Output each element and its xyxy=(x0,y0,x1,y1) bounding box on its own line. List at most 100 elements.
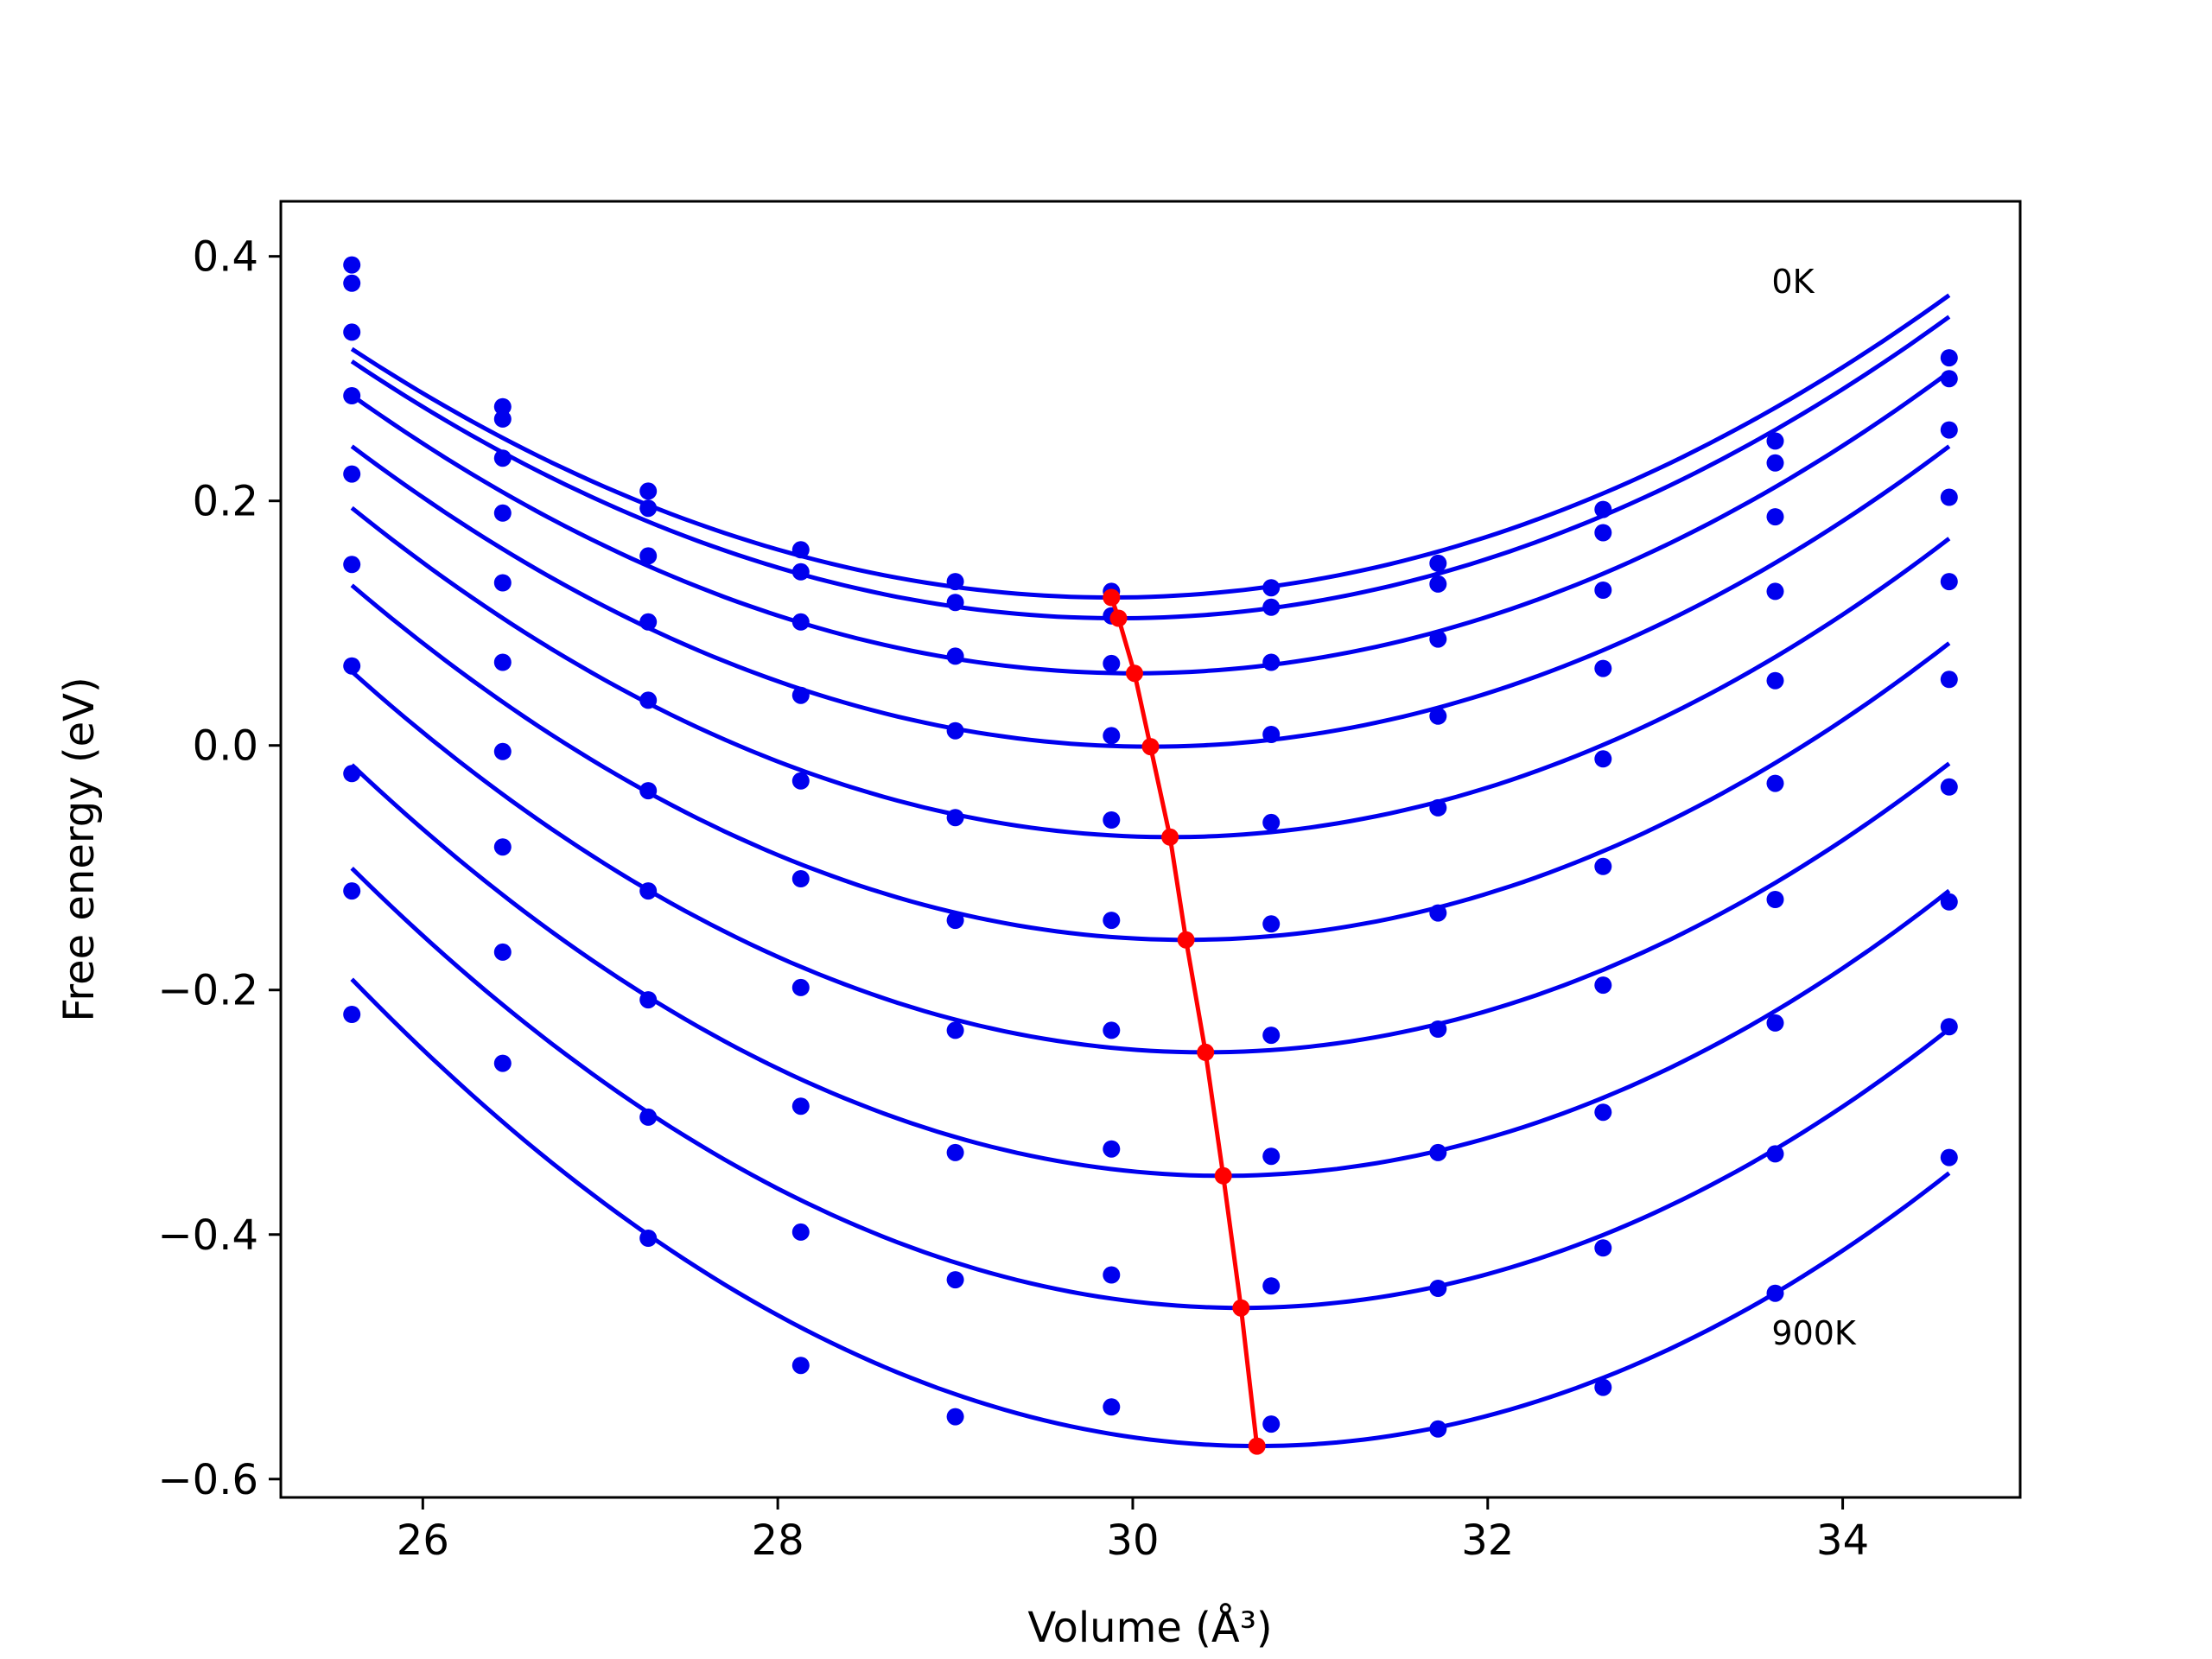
data-point xyxy=(1429,904,1447,922)
data-point xyxy=(1262,1277,1281,1295)
temperature-annotation: 900K xyxy=(1771,1314,1857,1352)
x-tick-label: 30 xyxy=(1106,1516,1159,1565)
data-point xyxy=(1429,575,1447,593)
data-point xyxy=(1103,1021,1121,1039)
fit-curve xyxy=(350,505,1951,840)
minimum-point xyxy=(1126,664,1143,683)
data-point xyxy=(1103,727,1121,745)
fit-curve xyxy=(350,867,1951,1311)
data-point xyxy=(343,323,361,341)
data-point xyxy=(1429,554,1447,572)
minimum-point xyxy=(1103,588,1121,607)
fit-curve xyxy=(350,977,1951,1449)
data-point xyxy=(639,882,658,900)
data-point xyxy=(1103,811,1121,829)
data-point xyxy=(493,838,512,856)
temperature-annotation: 0K xyxy=(1771,263,1815,301)
data-point xyxy=(791,870,810,887)
data-point xyxy=(639,782,658,800)
data-point xyxy=(946,594,964,612)
fit-curve xyxy=(350,293,1951,601)
data-point xyxy=(639,691,658,709)
fit-curve xyxy=(350,583,1951,943)
axes-frame xyxy=(279,200,2022,1499)
data-point xyxy=(1940,573,1958,591)
data-point xyxy=(639,1108,658,1126)
data-point xyxy=(1766,1284,1784,1302)
minimum-point xyxy=(1161,828,1179,846)
data-point xyxy=(343,657,361,675)
data-point xyxy=(639,482,658,500)
data-point xyxy=(1766,454,1784,472)
data-point xyxy=(1940,671,1958,689)
data-point xyxy=(493,742,512,760)
data-point xyxy=(791,978,810,996)
minimum-point xyxy=(1248,1437,1266,1455)
data-point xyxy=(1766,671,1784,690)
data-point xyxy=(791,1223,810,1241)
data-point xyxy=(946,721,964,740)
data-point xyxy=(1262,579,1281,597)
data-point xyxy=(1940,421,1958,439)
plot-area: 0K 900K xyxy=(343,256,1958,1455)
data-point xyxy=(343,765,361,783)
data-point xyxy=(946,573,964,591)
data-point xyxy=(1103,1140,1121,1158)
data-point xyxy=(343,556,361,574)
data-point xyxy=(791,686,810,704)
data-point xyxy=(1429,1143,1447,1161)
data-point xyxy=(1429,707,1447,725)
data-point xyxy=(1103,1266,1121,1284)
x-tick-label: 32 xyxy=(1461,1516,1514,1565)
fit-curve xyxy=(350,315,1951,620)
data-point xyxy=(1594,659,1612,677)
y-tick-label: 0.4 xyxy=(193,233,258,282)
data-point xyxy=(1766,1014,1784,1032)
data-point xyxy=(493,1054,512,1072)
data-point xyxy=(343,882,361,900)
data-point xyxy=(1766,432,1784,450)
data-point xyxy=(1429,1020,1447,1038)
fit-curve xyxy=(350,763,1951,1179)
minimum-point xyxy=(1141,738,1160,756)
fit-curve xyxy=(350,370,1951,676)
data-point xyxy=(1940,488,1958,506)
data-point xyxy=(1594,1103,1612,1122)
data-point xyxy=(1766,1145,1784,1163)
y-axis-label: Free energy (eV) xyxy=(55,677,104,1021)
data-point xyxy=(493,504,512,522)
y-tick-label: −0.2 xyxy=(157,967,258,1015)
data-point xyxy=(1940,893,1958,911)
minimum-point xyxy=(1197,1043,1215,1061)
minimum-point xyxy=(1232,1299,1250,1317)
data-point xyxy=(343,387,361,404)
axis-ticks: 26 28 30 32 34 0.4 0.2 0.0 −0.2 −0.4 −0.6 xyxy=(157,233,1869,1565)
minimum-point xyxy=(1109,609,1128,627)
data-point xyxy=(791,613,810,631)
data-point xyxy=(946,1271,964,1289)
data-point xyxy=(1940,1148,1958,1166)
data-point xyxy=(1594,582,1612,599)
data-point xyxy=(1262,726,1281,743)
data-point xyxy=(1262,1147,1281,1166)
data-point xyxy=(343,256,361,274)
data-point xyxy=(1262,915,1281,933)
data-point xyxy=(791,1097,810,1116)
data-point xyxy=(1262,598,1281,616)
data-point xyxy=(493,449,512,467)
data-point xyxy=(493,943,512,961)
data-point xyxy=(946,1021,964,1039)
x-tick-label: 26 xyxy=(397,1516,449,1565)
data-point xyxy=(1766,508,1784,526)
data-point xyxy=(1429,1420,1447,1438)
data-point xyxy=(1940,778,1958,796)
data-point xyxy=(1103,912,1121,930)
data-point xyxy=(1594,1239,1612,1257)
data-point xyxy=(1766,891,1784,908)
data-point xyxy=(639,991,658,1009)
data-point xyxy=(1429,1280,1447,1297)
data-point xyxy=(639,547,658,565)
data-point xyxy=(1594,1378,1612,1396)
